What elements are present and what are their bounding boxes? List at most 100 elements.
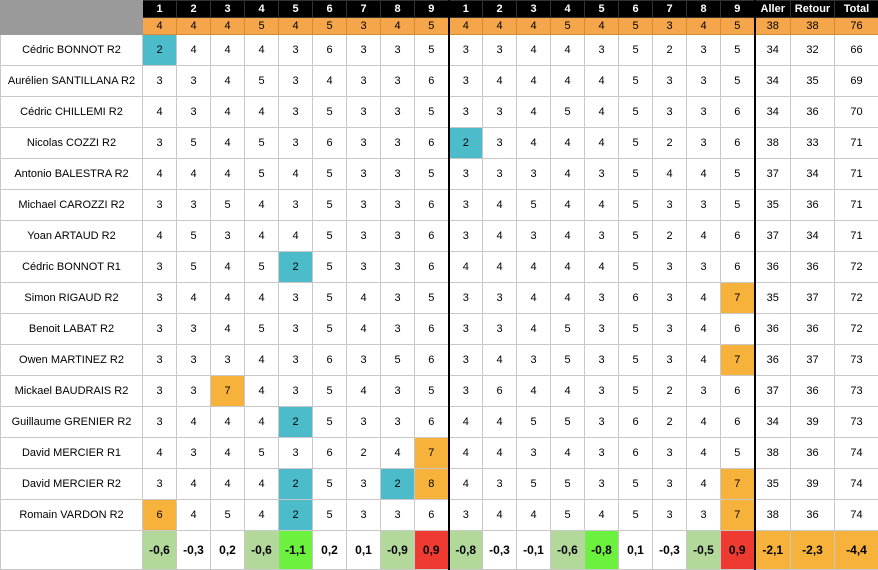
- score-cell: 5: [313, 469, 347, 500]
- score-cell: 3: [279, 376, 313, 407]
- score-cell: 3: [687, 66, 721, 97]
- player-total-2: 71: [835, 128, 878, 159]
- score-cell: 6: [415, 128, 449, 159]
- score-cell: 3: [279, 128, 313, 159]
- score-cell: 5: [313, 500, 347, 531]
- score-cell: 4: [143, 438, 177, 469]
- hole-number-17: 8: [687, 1, 721, 18]
- score-cell: 5: [551, 500, 585, 531]
- score-cell: 3: [483, 314, 517, 345]
- player-total-0: 34: [755, 407, 791, 438]
- score-cell: 6: [721, 252, 755, 283]
- average-hole-3: 0,2: [211, 531, 245, 570]
- score-cell: 2: [279, 252, 313, 283]
- score-cell: 4: [483, 221, 517, 252]
- score-cell: 3: [653, 283, 687, 314]
- hole-number-14: 5: [585, 1, 619, 18]
- score-cell: 5: [619, 159, 653, 190]
- hole-number-6: 6: [313, 1, 347, 18]
- score-cell: 6: [415, 190, 449, 221]
- score-cell: 5: [619, 190, 653, 221]
- score-cell: 4: [687, 438, 721, 469]
- score-cell: 4: [211, 314, 245, 345]
- score-cell: 5: [415, 159, 449, 190]
- score-cell: 3: [449, 97, 483, 128]
- score-cell: 2: [279, 407, 313, 438]
- score-cell: 5: [619, 97, 653, 128]
- score-cell: 3: [279, 97, 313, 128]
- average-hole-15: 0,1: [619, 531, 653, 570]
- player-total-1: 34: [791, 159, 835, 190]
- score-cell: 3: [483, 469, 517, 500]
- score-cell: 3: [381, 283, 415, 314]
- score-cell: 3: [347, 252, 381, 283]
- score-cell: 3: [585, 438, 619, 469]
- average-hole-7: 0,1: [347, 531, 381, 570]
- score-cell: 3: [347, 97, 381, 128]
- score-cell: 6: [415, 66, 449, 97]
- score-cell: 5: [517, 190, 551, 221]
- score-cell: 5: [721, 66, 755, 97]
- player-total-0: 38: [755, 438, 791, 469]
- score-cell: 5: [551, 407, 585, 438]
- score-cell: 5: [551, 97, 585, 128]
- score-cell: 3: [653, 66, 687, 97]
- player-total-2: 71: [835, 190, 878, 221]
- hole-number-13: 4: [551, 1, 585, 18]
- score-cell: 4: [449, 469, 483, 500]
- par-hole-13: 5: [551, 18, 585, 35]
- par-hole-6: 5: [313, 18, 347, 35]
- score-cell: 3: [381, 407, 415, 438]
- score-cell: 4: [313, 66, 347, 97]
- score-cell: 5: [313, 314, 347, 345]
- score-cell: 3: [517, 159, 551, 190]
- score-cell: 3: [449, 159, 483, 190]
- score-cell: 5: [415, 376, 449, 407]
- score-cell: 3: [279, 35, 313, 66]
- par-hole-9: 5: [415, 18, 449, 35]
- score-cell: 5: [177, 221, 211, 252]
- score-cell: 4: [245, 500, 279, 531]
- score-cell: 3: [585, 35, 619, 66]
- player-total-0: 37: [755, 221, 791, 252]
- score-cell: 3: [381, 97, 415, 128]
- player-name: Benoit LABAT R2: [1, 314, 143, 345]
- score-cell: 3: [585, 221, 619, 252]
- player-name: Cédric BONNOT R2: [1, 35, 143, 66]
- score-cell: 7: [721, 283, 755, 314]
- score-cell: 3: [483, 283, 517, 314]
- player-name: Michael CAROZZI R2: [1, 190, 143, 221]
- score-cell: 3: [585, 469, 619, 500]
- average-hole-8: -0,9: [381, 531, 415, 570]
- score-cell: 3: [585, 407, 619, 438]
- score-cell: 6: [483, 376, 517, 407]
- score-cell: 3: [347, 66, 381, 97]
- score-cell: 4: [245, 283, 279, 314]
- score-cell: 3: [177, 97, 211, 128]
- average-hole-2: -0,3: [177, 531, 211, 570]
- score-cell: 3: [687, 35, 721, 66]
- score-cell: 3: [653, 97, 687, 128]
- player-name: Simon RIGAUD R2: [1, 283, 143, 314]
- score-cell: 4: [245, 469, 279, 500]
- par-hole-2: 4: [177, 18, 211, 35]
- score-cell: 6: [313, 345, 347, 376]
- par-hole-18: 5: [721, 18, 755, 35]
- score-cell: 4: [687, 314, 721, 345]
- score-cell: 6: [313, 35, 347, 66]
- par-hole-8: 4: [381, 18, 415, 35]
- score-cell: 5: [245, 252, 279, 283]
- score-cell: 5: [619, 314, 653, 345]
- score-cell: 3: [449, 314, 483, 345]
- player-total-2: 72: [835, 252, 878, 283]
- player-total-1: 34: [791, 221, 835, 252]
- score-cell: 5: [415, 283, 449, 314]
